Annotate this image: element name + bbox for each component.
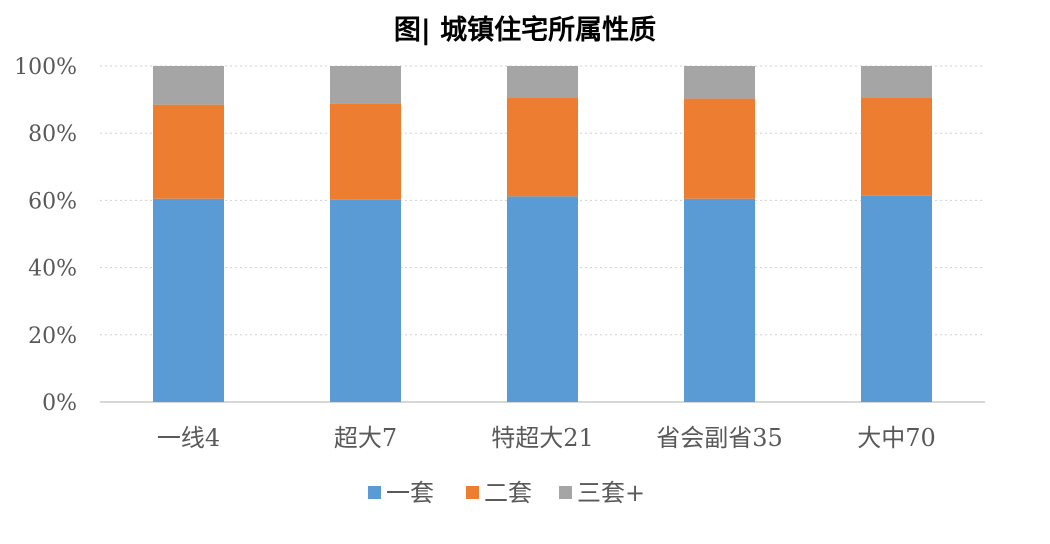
y-axis-ticks: 0% 20% 40% 60% 80% 100% bbox=[14, 55, 77, 416]
x-tick-label: 大中70 bbox=[857, 424, 936, 452]
legend-swatch bbox=[559, 486, 572, 499]
legend-swatch bbox=[466, 486, 479, 499]
legend-swatch bbox=[368, 486, 381, 499]
bar-segment bbox=[507, 97, 578, 197]
y-tick-label: 40% bbox=[28, 257, 77, 282]
x-axis-ticks: 一线4 超大7 特超大21 省会副省35 大中70 bbox=[157, 424, 936, 452]
bar-segment bbox=[684, 66, 755, 99]
y-tick-label: 80% bbox=[28, 122, 77, 147]
bar-segment bbox=[861, 195, 932, 402]
x-tick-label: 特超大21 bbox=[491, 424, 594, 452]
y-tick-label: 60% bbox=[28, 189, 77, 214]
chart-title: 图| 城镇住宅所属性质 bbox=[393, 15, 657, 46]
x-tick-label: 超大7 bbox=[334, 424, 397, 452]
bar-segment bbox=[861, 66, 932, 98]
bar-segment bbox=[507, 196, 578, 402]
legend-label: 三套+ bbox=[577, 479, 645, 507]
bar-segment bbox=[153, 104, 224, 199]
legend: 一套 二套 三套+ bbox=[368, 479, 645, 507]
y-tick-label: 100% bbox=[14, 55, 77, 80]
x-tick-label: 省会副省35 bbox=[656, 424, 783, 452]
bars bbox=[153, 66, 932, 402]
legend-label: 一套 bbox=[386, 479, 434, 507]
bar-segment bbox=[684, 98, 755, 199]
bar-segment bbox=[153, 66, 224, 105]
bar-segment bbox=[861, 97, 932, 196]
bar-segment bbox=[330, 103, 401, 200]
y-tick-label: 0% bbox=[42, 391, 77, 416]
bar-segment bbox=[507, 66, 578, 98]
bar-segment bbox=[684, 198, 755, 402]
bar-segment bbox=[330, 199, 401, 402]
bar-segment bbox=[153, 198, 224, 402]
x-tick-label: 一线4 bbox=[157, 424, 220, 452]
bar-segment bbox=[330, 66, 401, 104]
legend-label: 二套 bbox=[484, 479, 532, 507]
y-tick-label: 20% bbox=[28, 324, 77, 349]
